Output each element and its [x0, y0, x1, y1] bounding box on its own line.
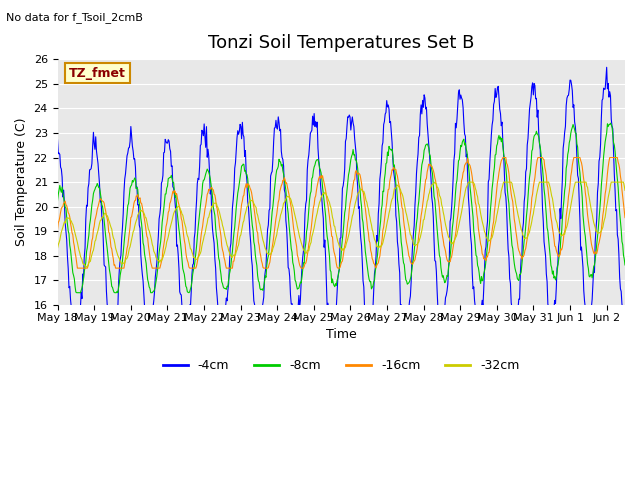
Line: -8cm: -8cm	[58, 123, 625, 293]
-8cm	[73, 290, 81, 296]
-16cm	[56, 214, 63, 220]
-32cm	[296, 237, 304, 242]
-4cm	[476, 304, 483, 310]
-32cm	[318, 193, 326, 199]
Text: No data for f_Tsoil_2cmB: No data for f_Tsoil_2cmB	[6, 12, 143, 23]
-16cm	[500, 155, 508, 160]
-4cm	[603, 64, 611, 70]
-8cm	[296, 279, 304, 285]
Legend: -4cm, -8cm, -16cm, -32cm: -4cm, -8cm, -16cm, -32cm	[158, 354, 525, 377]
-8cm	[476, 270, 483, 276]
X-axis label: Time: Time	[326, 328, 356, 341]
-4cm	[56, 152, 63, 157]
-32cm	[476, 206, 484, 212]
-8cm	[621, 262, 629, 268]
-8cm	[318, 176, 326, 181]
-16cm	[476, 231, 483, 237]
-32cm	[54, 245, 61, 251]
-4cm	[318, 195, 326, 201]
-32cm	[431, 179, 438, 185]
-16cm	[461, 161, 469, 167]
-8cm	[461, 140, 469, 146]
-8cm	[607, 120, 614, 126]
Line: -16cm: -16cm	[58, 157, 625, 268]
-32cm	[462, 185, 470, 191]
-16cm	[54, 227, 61, 233]
-16cm	[621, 215, 629, 220]
Text: TZ_fmet: TZ_fmet	[69, 67, 125, 80]
-4cm	[67, 304, 75, 310]
-16cm	[296, 264, 304, 270]
-16cm	[318, 175, 326, 181]
Title: Tonzi Soil Temperatures Set B: Tonzi Soil Temperatures Set B	[208, 34, 474, 52]
-4cm	[461, 133, 469, 139]
Line: -4cm: -4cm	[58, 67, 625, 307]
-16cm	[134, 192, 141, 197]
-8cm	[54, 198, 61, 204]
-32cm	[621, 188, 629, 193]
Line: -32cm: -32cm	[58, 182, 625, 267]
-32cm	[134, 212, 141, 218]
-4cm	[621, 304, 629, 310]
-8cm	[56, 182, 63, 188]
-16cm	[74, 265, 81, 271]
-8cm	[134, 186, 141, 192]
-4cm	[134, 202, 141, 208]
-4cm	[54, 137, 61, 143]
-4cm	[296, 297, 304, 302]
Y-axis label: Soil Temperature (C): Soil Temperature (C)	[15, 118, 28, 246]
-32cm	[83, 264, 90, 270]
-32cm	[56, 237, 63, 243]
